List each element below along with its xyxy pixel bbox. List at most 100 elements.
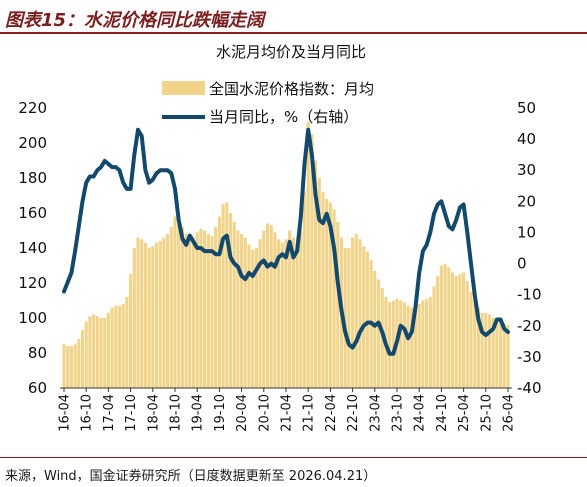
- x-tick-label: 17-10: [124, 394, 139, 432]
- price-index-bar: [291, 237, 295, 388]
- x-tick-label: 21-10: [302, 394, 317, 432]
- price-index-bar: [410, 307, 414, 388]
- price-index-bar: [373, 270, 377, 388]
- price-index-bar: [103, 318, 107, 388]
- price-index-bar: [228, 213, 233, 388]
- price-index-bar: [328, 202, 332, 388]
- x-tick-label: 23-10: [391, 394, 406, 432]
- price-index-bar: [439, 265, 443, 388]
- price-index-bar: [376, 279, 381, 388]
- price-index-bar: [277, 239, 281, 388]
- x-tick-label: 22-10: [346, 394, 361, 432]
- price-index-bar: [258, 239, 262, 388]
- price-index-bar: [406, 305, 410, 388]
- y-right-tick-label: -20: [517, 317, 542, 335]
- price-index-bar: [180, 227, 184, 388]
- price-index-bar: [480, 312, 484, 388]
- price-index-bar: [210, 235, 214, 388]
- price-index-bar: [125, 297, 129, 388]
- price-index-bar: [199, 228, 203, 388]
- price-index-bar: [254, 248, 258, 388]
- price-index-bar: [462, 272, 466, 388]
- y-right-tick-label: 0: [517, 255, 527, 273]
- price-index-bar: [295, 242, 299, 388]
- price-index-bar: [491, 318, 495, 388]
- price-index-bar: [62, 344, 66, 388]
- price-index-bar: [225, 202, 229, 388]
- price-index-bar: [465, 281, 469, 388]
- yoy-change-line: [62, 127, 510, 356]
- price-index-bar: [214, 227, 218, 388]
- price-index-bar: [469, 291, 473, 388]
- price-index-bar: [140, 239, 144, 388]
- price-index-bar: [302, 192, 307, 388]
- price-index-bar: [417, 304, 421, 388]
- price-index-bar: [325, 199, 329, 388]
- price-index-bar: [399, 300, 403, 388]
- price-index-bar: [265, 223, 270, 388]
- y-right-tick-label: 30: [517, 161, 536, 179]
- price-index-bar: [106, 312, 110, 388]
- price-index-bar: [77, 339, 81, 388]
- price-index-bar: [92, 314, 96, 388]
- price-index-bar: [299, 230, 303, 388]
- price-index-bar: [99, 318, 103, 388]
- legend-line-label: 当月同比，%（右轴）: [209, 108, 358, 126]
- price-index-bar: [221, 204, 225, 388]
- price-index-bar: [317, 178, 321, 388]
- price-index-bar: [288, 230, 292, 388]
- price-index-bar: [110, 307, 114, 388]
- x-tick-label: 17-04: [102, 394, 117, 432]
- price-index-bar: [121, 304, 125, 388]
- price-index-bar: [132, 248, 136, 388]
- x-tick-label: 24-10: [435, 394, 450, 432]
- y-left-tick-label: 120: [18, 274, 47, 292]
- price-index-bar: [69, 346, 73, 388]
- price-index-bar: [188, 237, 192, 388]
- price-index-bar: [95, 316, 99, 388]
- x-tick-label: 26-04: [502, 394, 517, 432]
- y-left-tick-label: 140: [18, 239, 47, 257]
- x-tick-label: 20-04: [235, 394, 250, 432]
- price-index-bar: [425, 298, 429, 388]
- price-index-bar: [391, 300, 395, 388]
- y-left-tick-label: 220: [18, 99, 47, 117]
- price-index-bar: [84, 321, 88, 388]
- price-index-bar: [502, 323, 506, 388]
- price-index-bar: [358, 239, 362, 388]
- y-right-tick-label: -30: [517, 348, 542, 366]
- y-left-tick-label: 100: [18, 309, 47, 327]
- price-index-bar: [476, 307, 480, 388]
- price-index-bar: [351, 237, 355, 388]
- price-index-bar: [203, 230, 207, 388]
- price-index-bar: [354, 234, 358, 388]
- y-left-tick-label: 60: [28, 379, 47, 397]
- price-index-bar: [236, 230, 240, 388]
- price-index-bar: [365, 251, 369, 388]
- y-left-tick-label: 180: [18, 169, 47, 187]
- price-index-bar: [177, 216, 181, 388]
- price-index-bar: [232, 221, 236, 388]
- x-tick-label: 16-04: [58, 394, 73, 432]
- x-tick-label: 25-10: [479, 394, 494, 432]
- y-right-tick-label: 40: [517, 130, 536, 148]
- price-index-bar: [247, 244, 251, 388]
- price-index-bar: [402, 302, 406, 388]
- price-index-bar: [314, 160, 318, 388]
- price-index-bar: [443, 263, 447, 388]
- price-index-bar: [117, 305, 122, 388]
- price-index-bar: [321, 192, 325, 388]
- price-index-bar: [169, 227, 173, 388]
- price-index-bar: [284, 239, 288, 388]
- x-tick-label: 21-04: [280, 394, 295, 432]
- price-index-bar: [262, 230, 266, 388]
- y-left-tick-label: 80: [28, 344, 47, 362]
- line-series: [62, 127, 510, 356]
- price-index-bar: [240, 234, 244, 388]
- price-index-bar: [73, 344, 77, 388]
- legend-bar-swatch: [162, 81, 205, 95]
- legend: 全国水泥价格指数：月均 当月同比，%（右轴）: [162, 80, 374, 126]
- price-index-bar: [195, 232, 199, 388]
- price-index-bar: [473, 300, 477, 388]
- axes: 16-04 16-10 17-04 17-10 18-04 18-10 19-04 19-10…: [18, 99, 541, 432]
